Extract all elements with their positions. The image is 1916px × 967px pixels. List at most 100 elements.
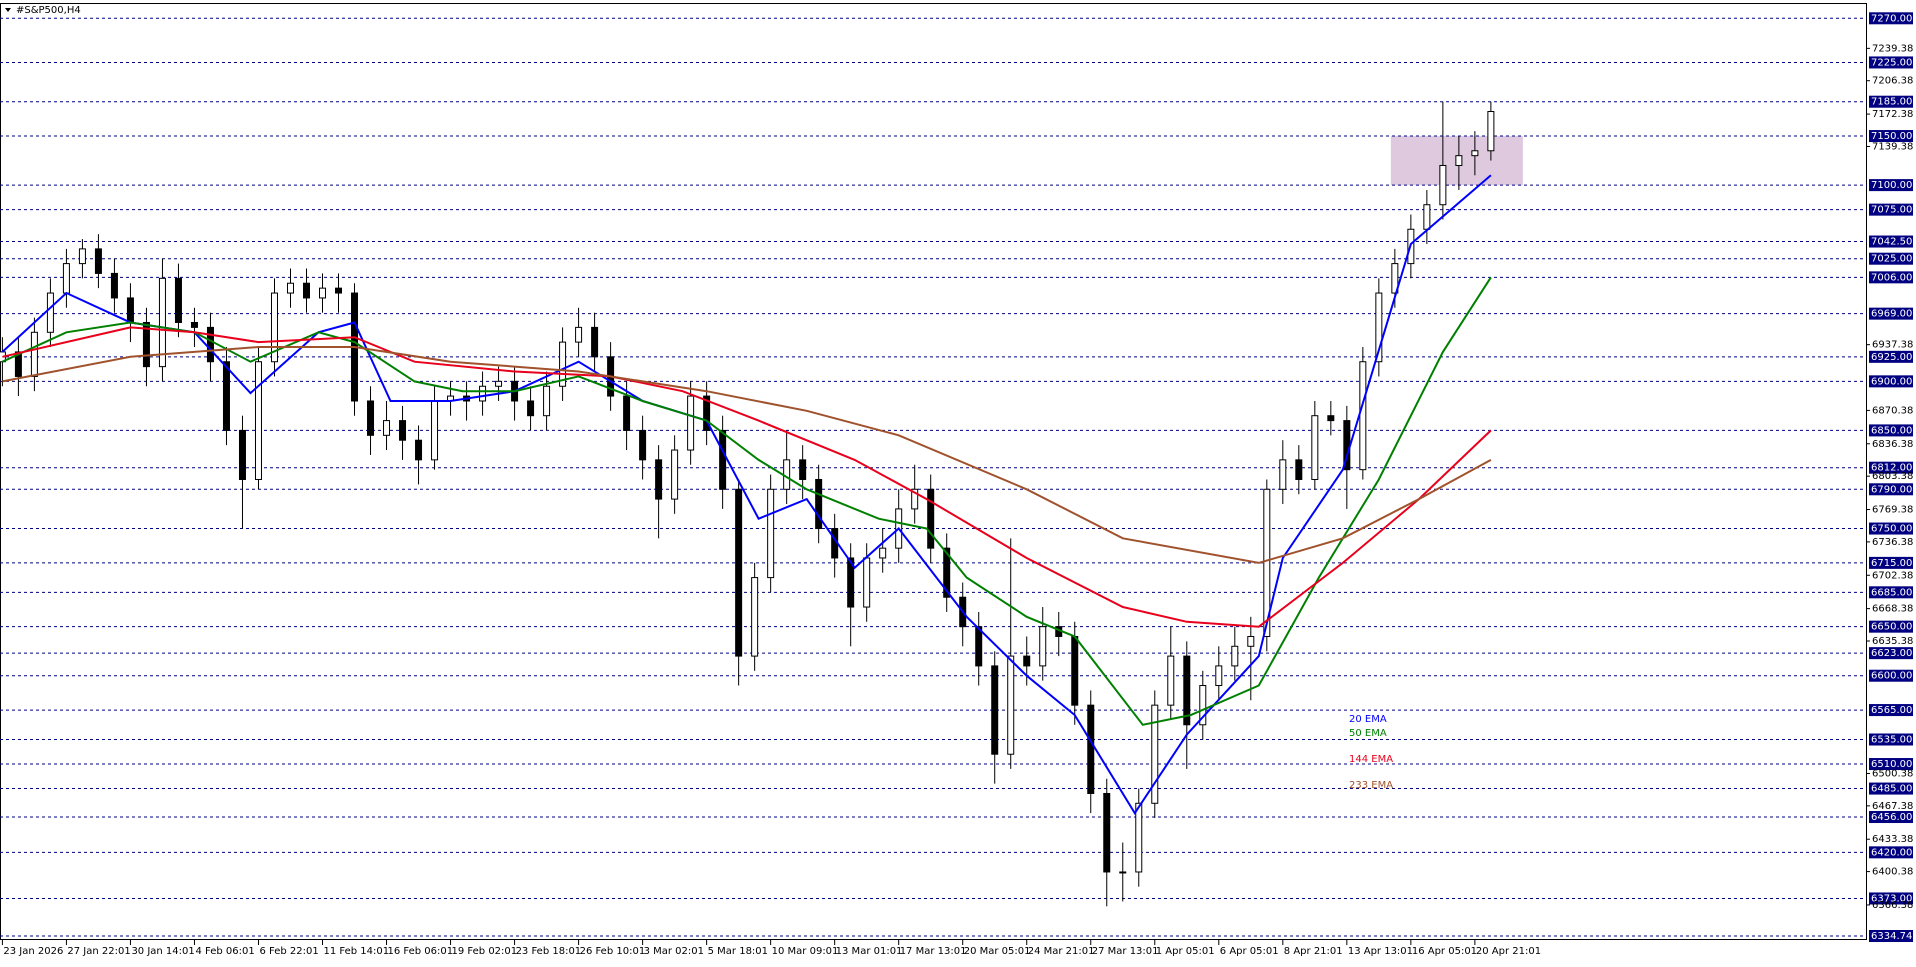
candle-body — [431, 400, 439, 461]
y-tick-label: 7139.38 — [1872, 141, 1913, 152]
x-tick-label: 3 Mar 02:01 — [644, 946, 704, 957]
candle-body — [991, 665, 999, 755]
y-tick-label: 6736.38 — [1872, 537, 1913, 548]
candle-body — [399, 420, 407, 441]
x-tick-label: 6 Feb 22:01 — [259, 946, 318, 957]
level-label-box — [1869, 179, 1913, 192]
level-label-box — [1869, 733, 1913, 746]
candle-body — [1039, 626, 1047, 667]
ema-line — [1, 174, 1492, 815]
ema-line — [2, 326, 1492, 628]
level-label-box — [1869, 350, 1913, 363]
candle-body — [126, 297, 134, 323]
x-tick-label: 1 Apr 05:01 — [1156, 946, 1215, 957]
level-label-box — [1869, 620, 1913, 633]
y-tick-label: 6500.38 — [1872, 768, 1913, 779]
x-tick-label: 5 Mar 18:01 — [708, 946, 768, 957]
candle-body — [1263, 488, 1271, 637]
level-label: 6623.00 — [1871, 648, 1912, 659]
level-label: 6600.00 — [1871, 671, 1912, 682]
x-tick-label: 23 Feb 18:01 — [516, 946, 582, 957]
candle-body — [591, 326, 599, 358]
candle-body — [863, 557, 871, 608]
candle-body — [639, 429, 647, 461]
level-label-box — [1869, 424, 1913, 437]
candle-body — [1199, 685, 1207, 726]
menu-arrow — [5, 8, 11, 12]
candle-body — [751, 577, 759, 657]
level-label-box — [1869, 586, 1913, 599]
y-tick-label: 6635.38 — [1872, 636, 1913, 647]
candle-body — [1231, 645, 1239, 667]
level-label-box — [1869, 252, 1913, 265]
y-tick-label: 6467.38 — [1872, 801, 1913, 812]
level-label-box — [1869, 271, 1913, 284]
level-label-box — [1869, 483, 1913, 496]
candle-body — [1439, 164, 1447, 206]
plot-frame — [0, 3, 1867, 940]
candle-body — [847, 557, 855, 608]
candle-body — [911, 488, 919, 510]
y-tick-label: 6937.38 — [1872, 340, 1913, 351]
y-tick-label: 6366.38 — [1872, 900, 1913, 911]
level-label-box — [1869, 704, 1913, 717]
level-label-box — [1869, 461, 1913, 474]
level-label-box — [1869, 203, 1913, 216]
level-label-box — [1869, 307, 1913, 320]
level-label: 6790.00 — [1871, 484, 1912, 495]
candle-body — [1471, 150, 1479, 157]
level-label: 7006.00 — [1871, 272, 1912, 283]
y-tick-label: 6702.38 — [1872, 570, 1913, 581]
ema-line — [2, 346, 1492, 564]
candle-body — [302, 282, 310, 299]
candle-body — [1391, 263, 1399, 294]
x-tick-label: 4 Feb 06:01 — [195, 946, 254, 957]
candle-body — [783, 459, 791, 490]
level-label: 7042.50 — [1871, 237, 1912, 248]
candle-body — [335, 287, 343, 294]
level-label: 7270.00 — [1871, 13, 1912, 24]
level-label-box — [1869, 892, 1913, 905]
level-label: 7150.00 — [1871, 131, 1912, 142]
y-tick-label: 7172.38 — [1872, 109, 1913, 120]
candle-body — [78, 248, 86, 265]
candle-body — [286, 282, 294, 294]
legend-label: 144 EMA — [1349, 754, 1393, 765]
level-label: 6925.00 — [1871, 352, 1912, 363]
level-label-box — [1869, 522, 1913, 535]
level-label: 7225.00 — [1871, 57, 1912, 68]
candle-body — [1311, 415, 1319, 480]
level-label: 7100.00 — [1871, 180, 1912, 191]
candle-body — [1183, 655, 1191, 726]
candle-body — [479, 385, 487, 402]
candle-body — [254, 361, 262, 480]
level-label: 6485.00 — [1871, 784, 1912, 795]
candle-body — [975, 626, 983, 667]
candle-body — [527, 400, 535, 417]
candle-body — [174, 277, 182, 323]
level-label: 6969.00 — [1871, 309, 1912, 320]
level-label-box — [1869, 846, 1913, 859]
level-label: 6456.00 — [1871, 812, 1912, 823]
level-label: 6373.00 — [1871, 893, 1912, 904]
x-tick-label: 11 Feb 14:01 — [324, 946, 390, 957]
candle-body — [767, 488, 775, 579]
candle-body — [46, 292, 54, 333]
ema-line — [1, 276, 1492, 726]
level-label-box — [1869, 758, 1913, 771]
candle-body — [655, 459, 663, 500]
y-tick-label: 6870.38 — [1872, 405, 1913, 416]
candle-body — [575, 326, 583, 343]
level-label: 6420.00 — [1871, 847, 1912, 858]
candle-body — [415, 439, 423, 461]
level-label: 6535.00 — [1871, 735, 1912, 746]
candle-body — [158, 277, 166, 368]
candle-body — [1151, 704, 1159, 804]
candle-body — [222, 361, 230, 431]
x-tick-label: 13 Mar 01:01 — [836, 946, 903, 957]
candle-body — [367, 400, 375, 436]
candle-body — [270, 292, 278, 363]
candle-body — [943, 547, 951, 598]
